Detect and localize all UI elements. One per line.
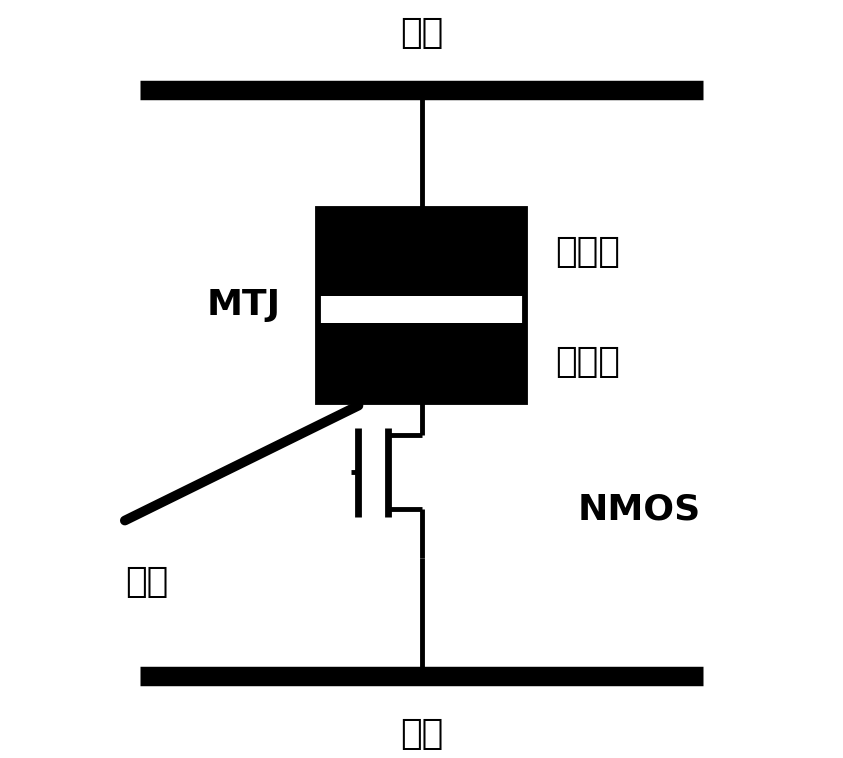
Bar xyxy=(318,296,525,322)
Text: 自由层: 自由层 xyxy=(555,236,620,269)
Text: 字线: 字线 xyxy=(126,565,169,599)
Text: 源线: 源线 xyxy=(400,717,443,751)
Text: 位线: 位线 xyxy=(400,16,443,49)
Text: 参考层: 参考层 xyxy=(555,345,620,379)
Bar xyxy=(318,322,525,402)
Text: NMOS: NMOS xyxy=(577,493,701,526)
Bar xyxy=(318,209,525,296)
Text: MTJ: MTJ xyxy=(207,289,281,322)
Bar xyxy=(318,209,525,402)
